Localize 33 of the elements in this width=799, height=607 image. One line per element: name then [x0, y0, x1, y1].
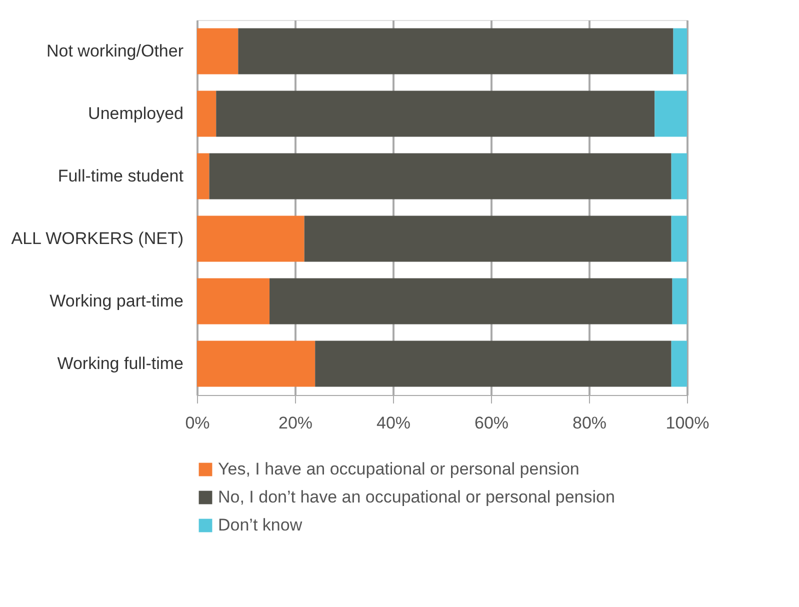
bar — [315, 340, 672, 387]
legend-label: Yes, I have an occupational or personal pension — [218, 460, 580, 478]
bar — [197, 340, 316, 387]
bar — [671, 340, 687, 387]
y-tick-label: Working full-time — [57, 354, 184, 373]
bar — [654, 90, 687, 137]
y-tick-label: ALL WORKERS (NET) — [11, 228, 184, 248]
bar — [197, 90, 216, 137]
bar — [672, 278, 687, 324]
y-tick-label: Full-time student — [58, 166, 184, 186]
x-tick-label: 60% — [474, 414, 509, 432]
bar — [238, 28, 674, 74]
bar — [197, 278, 270, 324]
x-tick-label: 100% — [666, 414, 710, 432]
legend-label: No, I don’t have an occupational or personal pension — [218, 488, 615, 506]
y-tick-label: Not working/Other — [46, 41, 184, 60]
x-tick-label: 80% — [572, 414, 607, 432]
y-tick-label: Working part-time — [50, 291, 184, 310]
bar — [671, 216, 687, 262]
bar — [197, 153, 210, 200]
bar — [216, 90, 655, 137]
x-tick-label: 0% — [185, 414, 210, 432]
x-tick-label: 20% — [278, 414, 313, 432]
legend-label: Don’t know — [218, 516, 303, 534]
bar — [270, 278, 672, 324]
x-tick-label: 40% — [376, 414, 411, 432]
bar — [197, 28, 238, 74]
bar — [209, 153, 672, 200]
bar — [671, 153, 687, 200]
bar — [197, 216, 304, 262]
y-tick-label: Unemployed — [88, 104, 184, 123]
bar — [304, 216, 672, 262]
bar — [673, 28, 687, 74]
